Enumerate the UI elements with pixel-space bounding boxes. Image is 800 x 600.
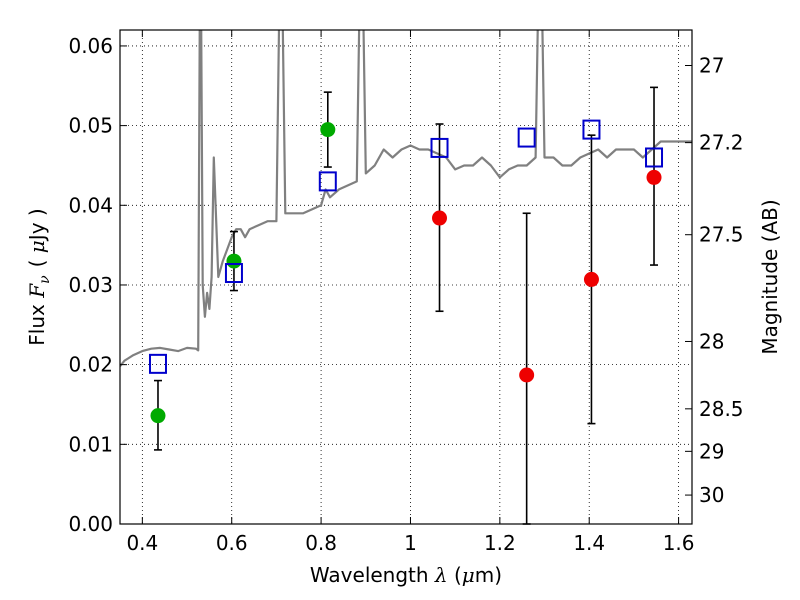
y2-tick-label: 27 (699, 54, 724, 78)
model-photometry-square (517, 127, 536, 148)
x-tick-label: 1.4 (573, 531, 605, 555)
x-tick-label: 1.2 (484, 531, 516, 555)
y2-axis-label: Magnitude (AB) (758, 199, 782, 354)
model-photometry-square (582, 119, 601, 140)
y-tick-label: 0.05 (68, 114, 113, 138)
y2-tick-label: 28.5 (699, 397, 744, 421)
y-tick-label: 0.03 (68, 273, 113, 297)
data-point-red (646, 169, 662, 185)
y2-tick-label: 28 (699, 329, 724, 353)
model-photometry-square (430, 137, 449, 158)
y-axis-label: Flux Fν( μJy ) (25, 208, 53, 345)
model-photometry-square (148, 353, 167, 374)
y-tick-label: 0.06 (68, 34, 113, 58)
axis-ticks: 0.4 0.6 0.8 1 1.2 1.4 1.6 0.00 0.01 0.02 0.03 0.04 0… (68, 30, 744, 555)
y2-tick-label: 29 (699, 439, 724, 463)
x-tick-label: 0.8 (305, 531, 337, 555)
x-tick-label: 1.6 (663, 531, 695, 555)
data-point-red (432, 210, 448, 226)
data-point-green (226, 253, 242, 269)
x-tick-label: 0.6 (216, 531, 248, 555)
y-tick-label: 0.02 (68, 353, 113, 377)
data-point-green (150, 408, 166, 424)
model-spectrum (120, 30, 692, 367)
grid-lines (120, 30, 692, 525)
plot-frame (119, 29, 693, 525)
model-spectrum-line (120, 30, 692, 367)
x-axis-label: Wavelength λ (μm) (310, 563, 502, 587)
data-point-red (583, 271, 599, 287)
y-tick-label: 0.04 (68, 193, 113, 217)
error-bars (153, 86, 659, 525)
x-tick-label: 1 (404, 531, 417, 555)
model-photometry-square (318, 171, 337, 192)
y-tick-label: 0.00 (68, 512, 113, 536)
data-point-red (519, 367, 535, 383)
y2-tick-label: 27.5 (699, 223, 744, 247)
model-photometry-square (224, 263, 243, 284)
data-points (148, 119, 664, 424)
y2-tick-label: 27.2 (699, 131, 744, 155)
y-tick-label: 0.01 (68, 432, 113, 456)
x-tick-label: 0.4 (126, 531, 158, 555)
model-photometry-square (645, 147, 664, 168)
y2-tick-label: 30 (699, 483, 724, 507)
data-point-green (320, 122, 336, 138)
